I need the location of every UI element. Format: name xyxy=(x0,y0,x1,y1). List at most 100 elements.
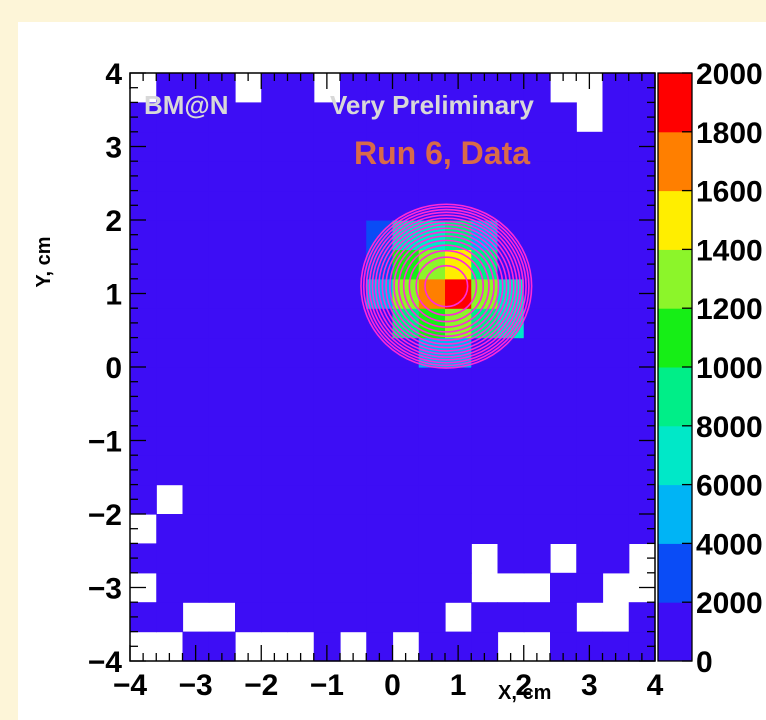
bin xyxy=(156,514,184,544)
bin xyxy=(287,602,315,633)
bin xyxy=(602,249,630,280)
bin xyxy=(497,425,525,456)
bin xyxy=(392,161,420,192)
x-tick-label: 1 xyxy=(450,669,467,702)
contour-ring xyxy=(374,217,518,355)
colorbar-segment xyxy=(658,602,692,662)
colorbar-tick-label: 1600 xyxy=(696,176,763,209)
bin xyxy=(261,308,289,339)
bin xyxy=(313,190,341,221)
bin xyxy=(313,367,341,397)
bin xyxy=(287,131,315,162)
run-label: Run 6, Data xyxy=(354,135,530,171)
bin xyxy=(340,161,367,192)
bin xyxy=(208,337,236,368)
x-tick-label: 3 xyxy=(581,669,598,702)
colorbar-tick-label: 2000 xyxy=(696,587,763,620)
bin xyxy=(550,190,577,221)
bin xyxy=(497,514,525,544)
x-tick-label: −2 xyxy=(244,669,278,702)
bin xyxy=(287,367,315,397)
y-tick-label: −1 xyxy=(88,426,122,459)
colorbar-segment xyxy=(658,249,692,309)
bin xyxy=(287,249,315,280)
bin xyxy=(576,367,604,397)
bin xyxy=(471,367,499,397)
bin xyxy=(445,367,472,397)
bin xyxy=(156,396,184,427)
bin xyxy=(156,455,184,486)
bin xyxy=(156,190,184,221)
bin xyxy=(235,278,262,309)
bin xyxy=(576,455,604,486)
bin xyxy=(366,161,394,192)
contour-ring xyxy=(385,227,508,345)
bin xyxy=(208,131,236,162)
bin xyxy=(445,425,472,456)
bin xyxy=(208,396,236,427)
bin xyxy=(445,396,472,427)
bin xyxy=(418,543,446,574)
bin xyxy=(576,425,604,456)
bin xyxy=(235,602,262,633)
x-tick-label: 2 xyxy=(515,669,532,702)
bin xyxy=(602,455,630,486)
y-tick-label: 4 xyxy=(105,58,122,91)
bin xyxy=(287,572,315,603)
bin xyxy=(287,543,315,574)
bin xyxy=(418,514,446,544)
colorbar-tick-label: 6000 xyxy=(696,470,763,503)
bin xyxy=(182,131,210,162)
bin xyxy=(602,543,630,574)
bin xyxy=(523,190,551,221)
bin xyxy=(313,102,341,133)
contour-ring xyxy=(424,264,469,308)
bin xyxy=(261,161,289,192)
bin xyxy=(287,278,315,309)
bin xyxy=(261,425,289,456)
bin xyxy=(313,514,341,544)
bin xyxy=(497,102,525,133)
bin xyxy=(418,396,446,427)
bin xyxy=(523,455,551,486)
y-ticks: −4 −3 −2 −1 0 1 2 3 4 xyxy=(88,58,655,679)
colorbar-tick-label: 4000 xyxy=(696,528,763,561)
colorbar-tick-label: 2000 xyxy=(696,58,763,91)
bin xyxy=(523,514,551,544)
bin xyxy=(576,543,604,574)
bin xyxy=(182,572,210,603)
bin xyxy=(576,190,604,221)
bin xyxy=(261,455,289,486)
bin xyxy=(366,572,394,603)
bin xyxy=(471,396,499,427)
bin xyxy=(340,190,367,221)
contour-ring xyxy=(381,223,512,349)
bin xyxy=(550,220,577,250)
bin xyxy=(182,396,210,427)
bin xyxy=(182,278,210,309)
bin xyxy=(550,308,577,339)
bin xyxy=(602,161,630,192)
status-label: Very Preliminary xyxy=(330,90,534,120)
bin xyxy=(156,367,184,397)
bin xyxy=(235,131,262,162)
bin xyxy=(313,543,341,574)
bin xyxy=(497,337,525,368)
bin xyxy=(208,484,236,515)
bin xyxy=(235,425,262,456)
bin xyxy=(235,572,262,603)
bin xyxy=(235,161,262,192)
contour-ring xyxy=(402,244,490,328)
bin xyxy=(366,337,394,368)
bin xyxy=(418,602,446,633)
colorbar-segment xyxy=(658,484,692,544)
colorbar-segment xyxy=(658,190,692,250)
bin xyxy=(392,396,420,427)
bin xyxy=(445,484,472,515)
colorbar-segment xyxy=(658,543,692,603)
bin xyxy=(313,425,341,456)
bin xyxy=(261,337,289,368)
bin xyxy=(550,249,577,280)
bin xyxy=(445,161,472,192)
bin xyxy=(471,102,499,133)
